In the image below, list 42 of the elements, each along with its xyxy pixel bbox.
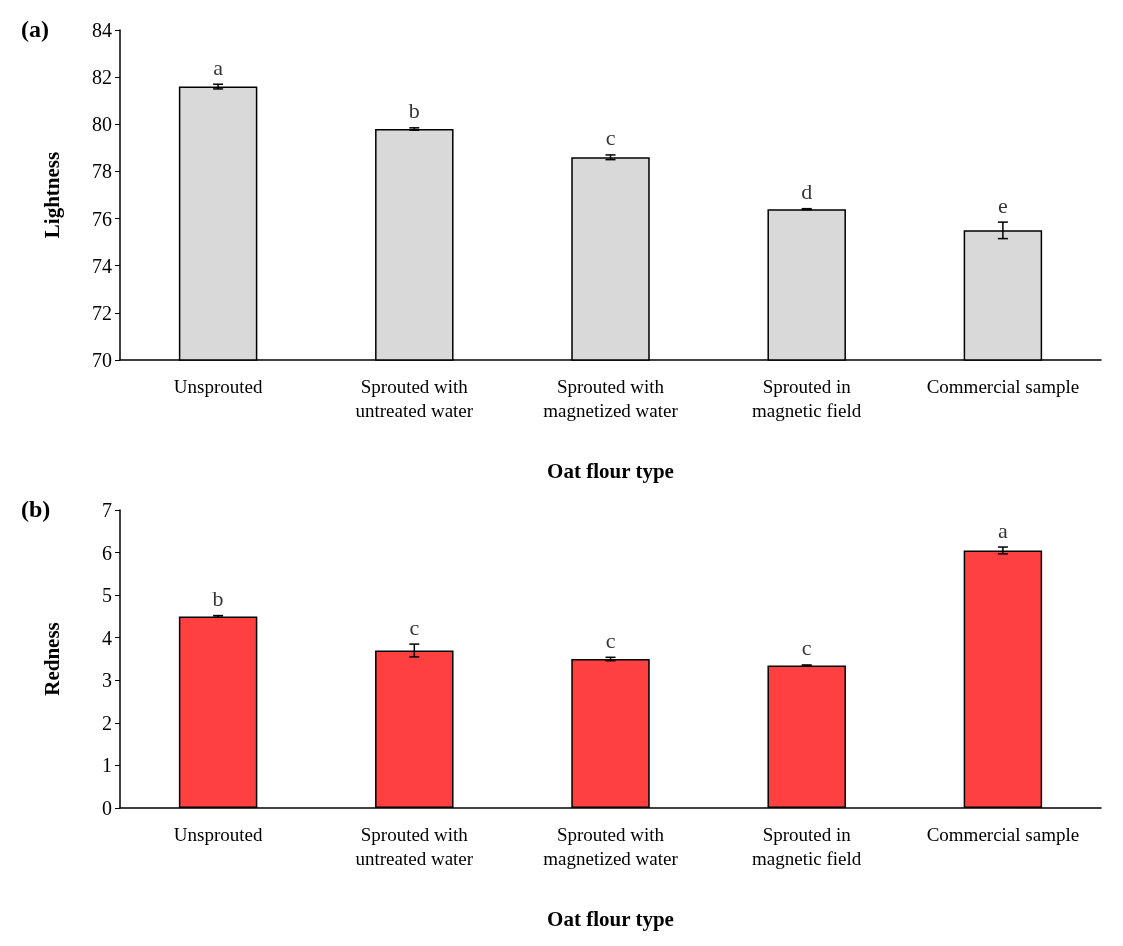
y-tick-label: 5: [102, 584, 112, 607]
annotation: d: [801, 179, 813, 205]
y-tick-label: 1: [102, 754, 112, 777]
annotation: e: [998, 192, 1008, 218]
annotation: b: [408, 98, 420, 124]
x-tick-label: Unsprouted: [173, 375, 263, 397]
y-tick-label: 82: [92, 66, 112, 89]
y-tick-label: 72: [92, 301, 112, 324]
y-tick-label: 84: [92, 19, 112, 41]
y-tick-label: 0: [102, 797, 112, 819]
x-tick-label: Sprouted in magnetic field: [752, 823, 862, 869]
y-tick-label: 3: [102, 669, 112, 692]
y-tick-label: 76: [92, 207, 112, 230]
x-tick-label: Commercial sample: [926, 823, 1080, 845]
y-tick-label: 70: [92, 349, 112, 371]
x-tick-label: Sprouted in magnetic field: [752, 375, 862, 421]
y-tick-label: 74: [92, 254, 112, 277]
annotation: a: [998, 517, 1009, 543]
x-tick-label: Sprouted with magnetized water: [543, 375, 679, 421]
y-axis-title: Redness: [39, 622, 64, 696]
x-tick-label: Unsprouted: [173, 823, 263, 845]
y-tick-label: 7: [102, 499, 112, 521]
y-tick-label: 6: [102, 541, 112, 564]
chart-title: (b): [21, 496, 51, 522]
annotation: b: [212, 586, 224, 612]
x-tick-label: Sprouted with magnetized water: [543, 823, 679, 869]
annotation: c: [605, 125, 616, 151]
y-tick-label: 4: [102, 626, 112, 649]
x-tick-label: Sprouted with untreated water: [355, 375, 474, 421]
y-tick-label: 78: [92, 160, 112, 183]
y-tick-label: 2: [102, 711, 112, 734]
x-axis-title: Oat flour type: [547, 458, 674, 483]
x-axis-title: Oat flour type: [547, 906, 674, 931]
x-tick-label: Commercial sample: [926, 375, 1080, 397]
x-tick-label: Sprouted with untreated water: [355, 823, 474, 869]
y-axis-title: Lightness: [39, 151, 64, 239]
annotation: a: [213, 54, 224, 80]
annotation: c: [801, 635, 812, 661]
chart-title: (a): [21, 16, 49, 42]
annotation: c: [605, 627, 616, 653]
y-tick-label: 80: [92, 113, 112, 136]
annotation: c: [409, 614, 420, 640]
